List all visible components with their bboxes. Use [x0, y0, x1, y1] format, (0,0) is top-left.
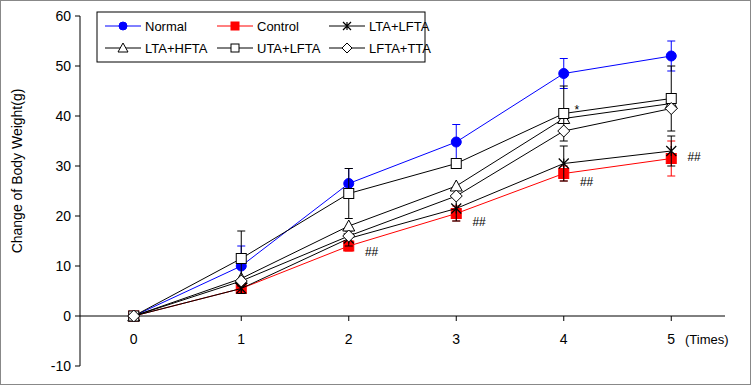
y-tick — [75, 116, 80, 117]
legend: Normal Control LTA+LFTA LTA+HFTA UTA+LFTA LFT… — [97, 12, 431, 62]
point — [128, 310, 140, 322]
point — [128, 310, 140, 321]
series — [129, 66, 677, 321]
x-tick-label: 4 — [560, 331, 568, 347]
x-tick-label: 0 — [130, 331, 138, 347]
point — [665, 103, 677, 115]
series-line — [134, 104, 672, 317]
x-tick-label: 2 — [345, 331, 353, 347]
point — [344, 189, 354, 199]
legend-marker — [231, 22, 239, 30]
chart: -100102030405060Change of Body Weight(g)… — [0, 0, 751, 385]
legend-label: LTA+LFTA — [369, 19, 430, 34]
annotation: * — [575, 103, 580, 117]
plot-area — [128, 41, 678, 322]
legend-label: LTA+HFTA — [145, 41, 208, 56]
y-tick — [75, 366, 80, 367]
point — [666, 51, 676, 61]
point — [451, 204, 461, 214]
y-tick — [75, 216, 80, 217]
annotation: ## — [687, 150, 701, 164]
series-line — [134, 99, 672, 317]
y-tick-label: 40 — [55, 108, 71, 124]
point — [559, 109, 569, 119]
y-tick-label: 30 — [55, 158, 71, 174]
series — [129, 141, 677, 321]
error-bar — [560, 146, 568, 181]
x-tick-label: 3 — [452, 331, 460, 347]
series-line — [134, 109, 672, 317]
y-axis — [80, 16, 81, 366]
y-tick-label: 60 — [55, 8, 71, 24]
y-tick-label: 10 — [55, 258, 71, 274]
x-tick-label: 1 — [237, 331, 245, 347]
point — [343, 230, 355, 242]
y-tick — [75, 66, 80, 67]
x-label: (Times) — [685, 332, 729, 347]
error-bar — [667, 66, 675, 131]
y-label: Change of Body Weight(g) — [9, 89, 25, 254]
legend-marker — [118, 43, 128, 52]
series-line — [134, 151, 672, 316]
legend-label: Control — [257, 19, 299, 34]
x-tick — [241, 316, 242, 321]
point — [235, 275, 247, 287]
x-tick-label: 5 — [667, 331, 675, 347]
legend-marker — [119, 22, 127, 30]
point — [451, 159, 461, 169]
y-tick — [75, 166, 80, 167]
point — [451, 137, 461, 147]
legend-label: LFTA+TTA — [369, 41, 431, 56]
x-axis — [80, 316, 725, 317]
y-tick — [75, 266, 80, 267]
annotation: ## — [472, 215, 486, 229]
y-tick — [75, 316, 80, 317]
point — [129, 311, 139, 321]
y-tick-label: -10 — [51, 358, 71, 374]
y-tick — [75, 16, 80, 17]
legend-label: UTA+LFTA — [257, 41, 321, 56]
point — [559, 159, 569, 169]
x-tick — [348, 316, 349, 321]
annotation: ## — [365, 245, 379, 259]
x-tick — [563, 316, 564, 321]
y-tick-label: 0 — [63, 308, 71, 324]
x-tick — [671, 316, 672, 321]
series — [128, 103, 678, 323]
series-line — [134, 56, 672, 316]
series — [129, 136, 677, 321]
point — [559, 69, 569, 79]
error-bar — [345, 169, 353, 219]
legend-marker — [342, 43, 352, 53]
legend-label: Normal — [145, 19, 187, 34]
point — [129, 311, 139, 321]
point — [129, 311, 139, 321]
legend-marker — [231, 44, 239, 52]
y-tick-label: 50 — [55, 58, 71, 74]
x-tick — [456, 316, 457, 321]
series — [128, 98, 678, 322]
point — [558, 125, 570, 137]
annotation: ## — [580, 175, 594, 189]
error-bar — [452, 125, 460, 160]
point — [666, 146, 676, 156]
error-bar — [560, 59, 568, 89]
border — [1, 1, 751, 385]
point — [236, 254, 246, 264]
error-bar — [667, 136, 675, 166]
point — [129, 311, 139, 321]
legend-marker — [343, 22, 351, 30]
y-tick-label: 20 — [55, 208, 71, 224]
series — [129, 41, 677, 321]
point — [450, 190, 462, 202]
series-line — [134, 159, 672, 317]
